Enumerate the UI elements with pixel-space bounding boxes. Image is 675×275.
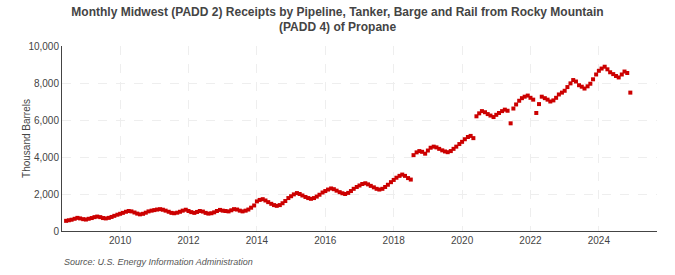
- svg-text:4,000: 4,000: [34, 152, 59, 163]
- svg-text:2018: 2018: [383, 235, 406, 246]
- svg-text:2014: 2014: [246, 235, 269, 246]
- svg-text:8,000: 8,000: [34, 78, 59, 89]
- svg-text:2024: 2024: [588, 235, 611, 246]
- svg-text:2020: 2020: [451, 235, 474, 246]
- svg-text:2016: 2016: [314, 235, 337, 246]
- svg-text:Source: U.S. Energy Informatio: Source: U.S. Energy Information Administ…: [64, 257, 253, 267]
- svg-text:Monthly Midwest (PADD 2) Recei: Monthly Midwest (PADD 2) Receipts by Pip…: [71, 5, 603, 35]
- svg-text:2022: 2022: [519, 235, 542, 246]
- svg-text:2012: 2012: [177, 235, 200, 246]
- svg-text:Thousand Barrels: Thousand Barrels: [21, 99, 32, 178]
- svg-text:10,000: 10,000: [28, 41, 59, 52]
- svg-text:0: 0: [53, 226, 59, 237]
- svg-text:6,000: 6,000: [34, 115, 59, 126]
- svg-text:2010: 2010: [109, 235, 132, 246]
- svg-text:2,000: 2,000: [34, 189, 59, 200]
